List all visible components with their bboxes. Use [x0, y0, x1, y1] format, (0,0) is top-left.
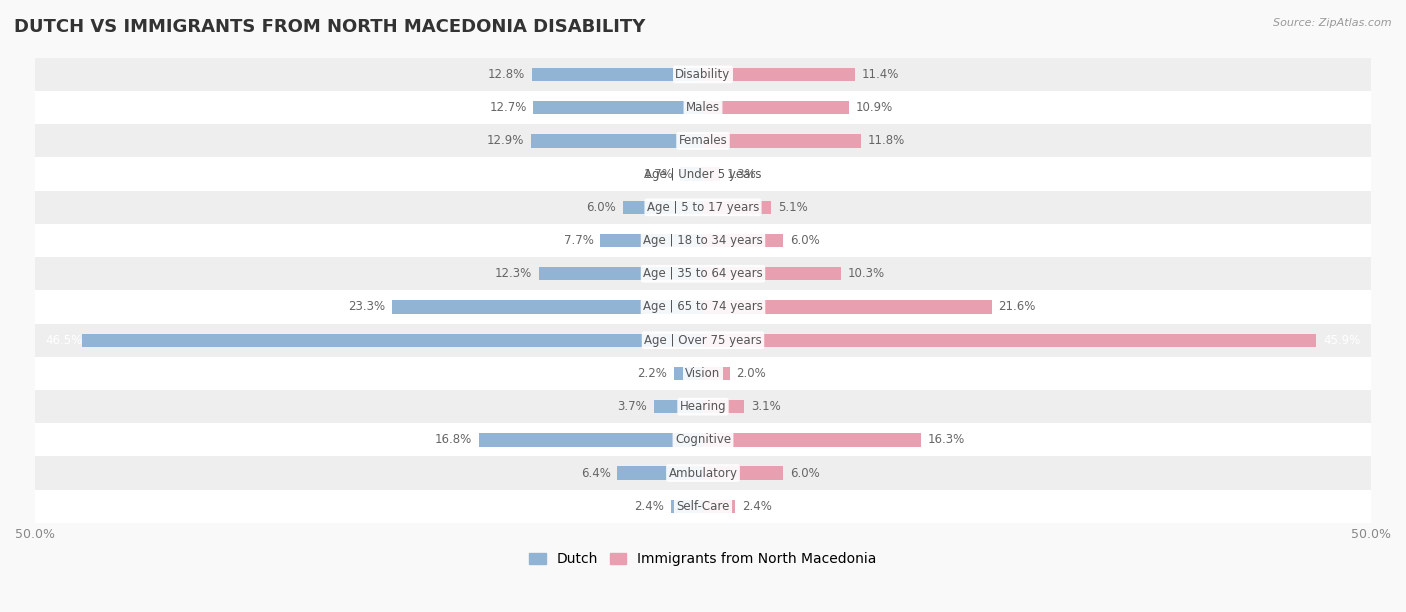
Text: 12.8%: 12.8% [488, 68, 526, 81]
Text: 16.8%: 16.8% [434, 433, 472, 446]
Bar [35, 58, 1371, 91]
Bar [681, 168, 703, 181]
Text: 3.1%: 3.1% [751, 400, 780, 413]
Text: 16.3%: 16.3% [928, 433, 965, 446]
Text: 46.5%: 46.5% [45, 334, 83, 347]
Text: Age | 65 to 74 years: Age | 65 to 74 years [643, 300, 763, 313]
Text: 1.7%: 1.7% [644, 168, 673, 181]
Bar [533, 101, 703, 114]
Bar [35, 257, 1371, 290]
Bar [600, 234, 703, 247]
Text: Age | 35 to 64 years: Age | 35 to 64 years [643, 267, 763, 280]
Bar [35, 357, 1371, 390]
Bar [703, 300, 991, 313]
Text: Age | Over 75 years: Age | Over 75 years [644, 334, 762, 347]
Bar [35, 91, 1371, 124]
Bar [617, 466, 703, 480]
Bar [392, 300, 703, 313]
Text: Source: ZipAtlas.com: Source: ZipAtlas.com [1274, 18, 1392, 28]
Text: Males: Males [686, 101, 720, 114]
Bar [35, 290, 1371, 324]
Text: 12.7%: 12.7% [489, 101, 527, 114]
Text: 11.4%: 11.4% [862, 68, 900, 81]
Bar [703, 168, 720, 181]
Text: 21.6%: 21.6% [998, 300, 1036, 313]
Text: 12.9%: 12.9% [486, 135, 524, 147]
Bar [530, 134, 703, 147]
Text: 10.3%: 10.3% [848, 267, 884, 280]
Bar [35, 224, 1371, 257]
Bar [35, 124, 1371, 157]
Bar [703, 134, 860, 147]
Bar [654, 400, 703, 413]
Text: 2.0%: 2.0% [737, 367, 766, 380]
Bar [35, 390, 1371, 424]
Text: 7.7%: 7.7% [564, 234, 593, 247]
Text: 6.4%: 6.4% [581, 466, 610, 480]
Bar [703, 499, 735, 513]
Text: Age | 18 to 34 years: Age | 18 to 34 years [643, 234, 763, 247]
Bar [538, 267, 703, 280]
Text: Age | Under 5 years: Age | Under 5 years [644, 168, 762, 181]
Bar [703, 400, 744, 413]
Text: Ambulatory: Ambulatory [668, 466, 738, 480]
Bar [703, 367, 730, 380]
Text: 3.7%: 3.7% [617, 400, 647, 413]
Bar [703, 433, 921, 447]
Text: 2.4%: 2.4% [742, 500, 772, 513]
Text: 12.3%: 12.3% [495, 267, 531, 280]
Bar [478, 433, 703, 447]
Bar [703, 68, 855, 81]
Text: 5.1%: 5.1% [778, 201, 807, 214]
Text: Hearing: Hearing [679, 400, 727, 413]
Text: 23.3%: 23.3% [347, 300, 385, 313]
Text: 45.9%: 45.9% [1323, 334, 1361, 347]
Bar [35, 157, 1371, 191]
Bar [703, 234, 783, 247]
Bar [623, 201, 703, 214]
Text: 10.9%: 10.9% [855, 101, 893, 114]
Text: 11.8%: 11.8% [868, 135, 904, 147]
Bar [35, 324, 1371, 357]
Text: 1.3%: 1.3% [727, 168, 756, 181]
Text: 6.0%: 6.0% [790, 234, 820, 247]
Legend: Dutch, Immigrants from North Macedonia: Dutch, Immigrants from North Macedonia [524, 547, 882, 572]
Bar [703, 201, 770, 214]
Text: Age | 5 to 17 years: Age | 5 to 17 years [647, 201, 759, 214]
Bar [35, 191, 1371, 224]
Text: Females: Females [679, 135, 727, 147]
Bar [703, 267, 841, 280]
Text: 6.0%: 6.0% [586, 201, 616, 214]
Bar [703, 334, 1316, 347]
Bar [35, 490, 1371, 523]
Text: 2.2%: 2.2% [637, 367, 666, 380]
Bar [671, 499, 703, 513]
Text: DUTCH VS IMMIGRANTS FROM NORTH MACEDONIA DISABILITY: DUTCH VS IMMIGRANTS FROM NORTH MACEDONIA… [14, 18, 645, 36]
Bar [82, 334, 703, 347]
Text: 2.4%: 2.4% [634, 500, 664, 513]
Bar [703, 466, 783, 480]
Bar [673, 367, 703, 380]
Bar [531, 68, 703, 81]
Text: Self-Care: Self-Care [676, 500, 730, 513]
Text: Disability: Disability [675, 68, 731, 81]
Text: 6.0%: 6.0% [790, 466, 820, 480]
Text: Vision: Vision [685, 367, 721, 380]
Bar [35, 457, 1371, 490]
Text: Cognitive: Cognitive [675, 433, 731, 446]
Bar [703, 101, 849, 114]
Bar [35, 424, 1371, 457]
